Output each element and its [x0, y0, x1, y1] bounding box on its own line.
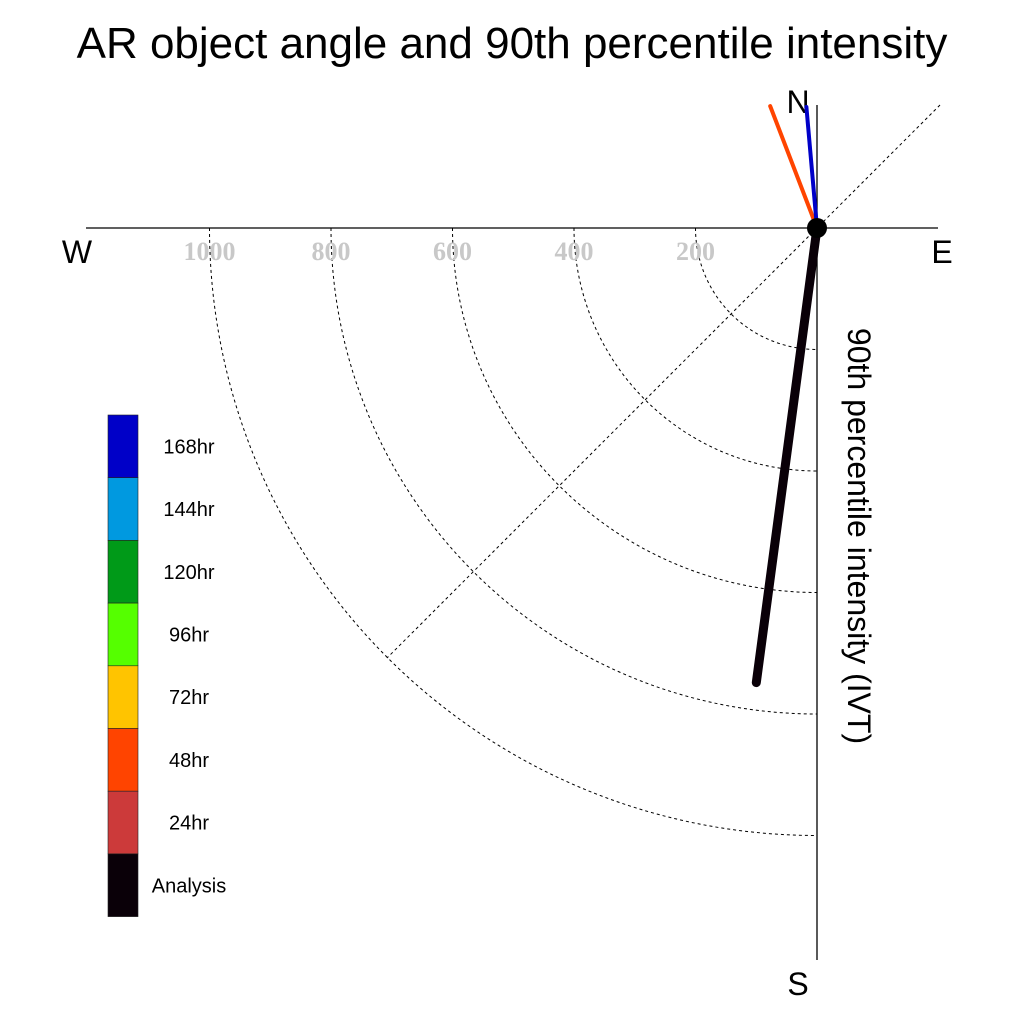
grid-ring — [209, 227, 818, 836]
legend-swatch — [107, 790, 139, 855]
legend-swatch — [107, 602, 139, 667]
grid-diagonal — [386, 104, 941, 659]
legend: 168hr 144hr 120hr 96hr 72hr 48hr 24hr Analysis — [107, 414, 226, 917]
legend-label: 144hr — [163, 499, 214, 521]
legend-label: 48hr — [169, 750, 209, 772]
grid-ring — [573, 227, 818, 472]
legend-swatch — [107, 540, 139, 604]
legend-label: 96hr — [169, 625, 209, 647]
legend-label: Analysis — [152, 875, 226, 897]
series-lines — [751, 104, 822, 688]
legend-swatch — [107, 728, 139, 792]
ring-label: 1000 — [184, 237, 236, 266]
grid-ring — [452, 227, 818, 593]
series-line — [751, 223, 822, 688]
compass-north: N — [786, 84, 809, 120]
origin-point — [807, 218, 827, 238]
compass-south: S — [787, 966, 808, 1002]
ring-label: 200 — [676, 237, 715, 266]
ring-label: 400 — [555, 237, 594, 266]
legend-label: 72hr — [169, 687, 209, 709]
ring-label: 600 — [433, 237, 472, 266]
compass-west: W — [62, 234, 93, 270]
series-line — [768, 104, 819, 230]
legend-swatch — [107, 477, 139, 541]
legend-label: 24hr — [169, 813, 209, 835]
radial-axis-label: 90th percentile intensity (IVT) — [841, 328, 877, 744]
legend-swatch — [107, 414, 139, 479]
legend-swatch — [107, 853, 139, 917]
legend-label: 120hr — [163, 562, 214, 584]
grid-ring — [330, 227, 818, 715]
grid-ring — [695, 227, 818, 350]
ring-labels: 1000 800 600 400 200 — [184, 237, 716, 266]
grid — [209, 104, 941, 836]
legend-label: 168hr — [163, 436, 214, 458]
series-line — [804, 105, 819, 230]
ring-label: 800 — [312, 237, 351, 266]
legend-swatch — [107, 665, 139, 729]
chart-title: AR object angle and 90th percentile inte… — [77, 19, 948, 68]
compass-east: E — [931, 234, 952, 270]
